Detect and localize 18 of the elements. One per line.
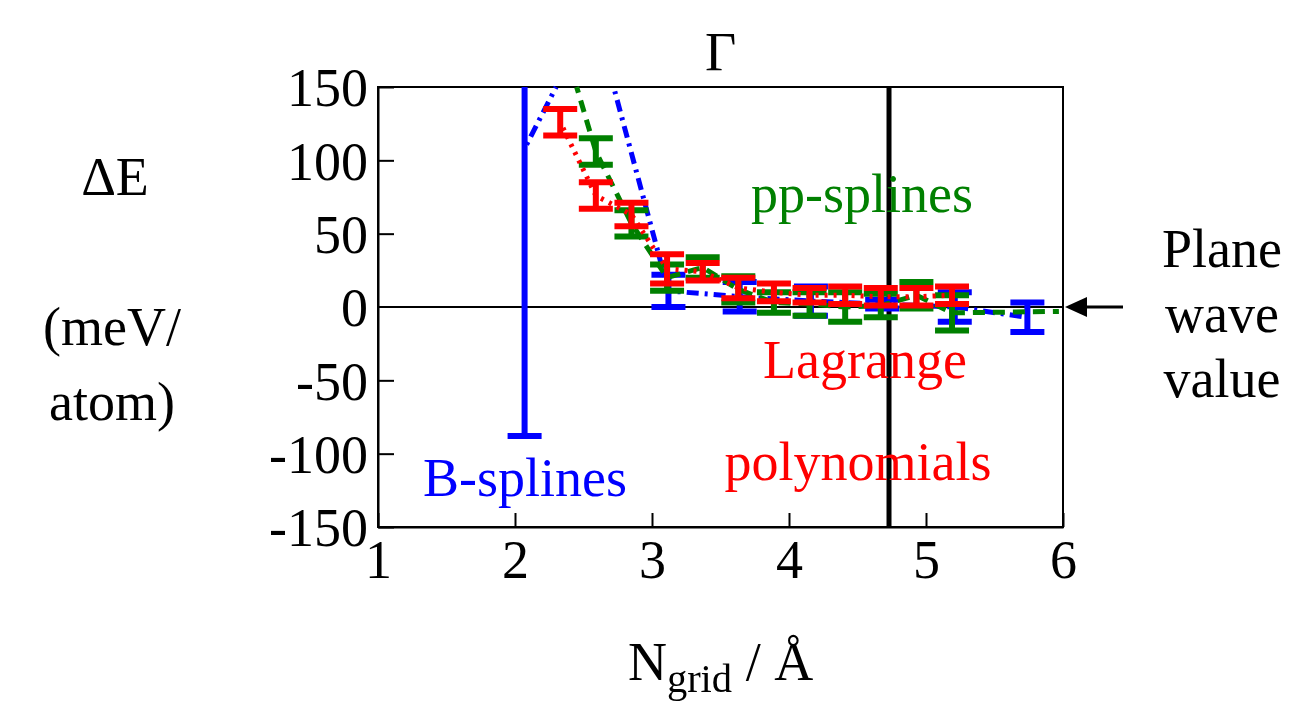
y-tick-label: -150 [269,498,368,559]
y-tick-label: 100 [287,131,368,192]
y-tick-label: 50 [314,205,368,266]
x-tick-label: 4 [776,529,803,590]
x-tick-label: 2 [502,529,529,590]
x-tick-label: 1 [365,529,392,590]
x-axis-title: N$_{grid}$ / Å [627,632,814,702]
y-tick-label: 150 [287,58,368,119]
y-tick-label: -50 [296,351,368,412]
text: ΔE (meV/ atom) [43,147,181,432]
text: Plane wave value [1162,219,1282,409]
text: B-splines [422,448,628,508]
chart-title: Γ [704,22,737,82]
x-tick-label: 6 [1050,529,1077,590]
x-tick-label: 3 [639,529,666,590]
y-tick-label: -100 [269,425,368,486]
x-tick-label: 5 [913,529,940,590]
y-tick-label: 0 [341,278,368,339]
